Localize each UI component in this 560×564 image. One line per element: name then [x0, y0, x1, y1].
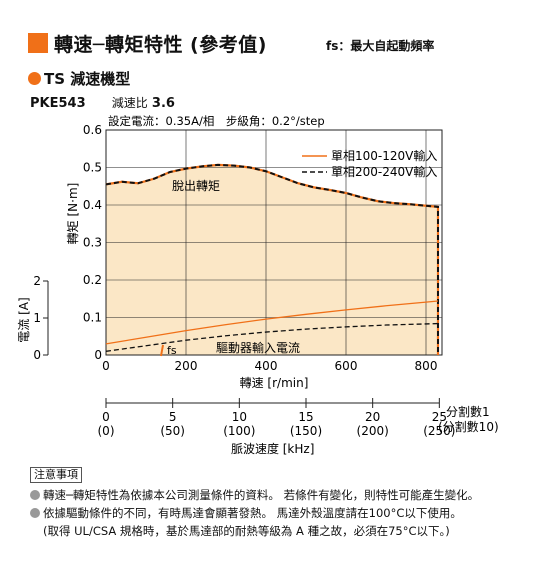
- x-tick-label: 800: [415, 359, 438, 373]
- torque-axis-label: 轉矩 [N·m]: [66, 183, 80, 245]
- pulse-tick-label: 25: [432, 410, 447, 424]
- pulse-tick-label: 10: [232, 410, 247, 424]
- torque-tick-label: 0: [94, 348, 102, 362]
- torque-tick-label: 0.2: [83, 273, 102, 287]
- current-curve-100v: [105, 300, 439, 345]
- torque-tick-label: 0.4: [83, 198, 102, 212]
- pulse-tick-label-div10: (100): [223, 424, 255, 438]
- title-marker-icon: [28, 33, 48, 53]
- bullet-icon: [30, 508, 40, 518]
- torque-tick-label: 0.3: [83, 236, 102, 250]
- torque-tick-label: 0.6: [83, 123, 102, 137]
- orange-dot-icon: [28, 72, 41, 85]
- pulse-speed-axis: 0(0) 5(50) 10(100) 15(150) 20(200) 25(250) 分割數…: [98, 398, 499, 456]
- bullet-icon: [30, 490, 40, 500]
- current-tick-label: 0: [33, 348, 41, 362]
- torque-curve-200v: [105, 163, 439, 355]
- pulse-tick-label-div10: (50): [160, 424, 185, 438]
- note-line-2: 依據驅動條件的不同，有時馬達會顯著發熱。 馬達外殼溫度請在100°C以下使用。: [30, 505, 462, 521]
- current-tick-label: 2: [33, 274, 41, 288]
- legend-label-200v: 單相200-240V輸入: [331, 164, 437, 179]
- fs-marker: [160, 344, 164, 357]
- current-tick-label: 1: [33, 311, 41, 325]
- model-heading: TS 減速機型: [28, 68, 130, 89]
- pulse-tick-label: 5: [169, 410, 177, 424]
- x-tick-label: 600: [335, 359, 358, 373]
- axes: 0 200 400 600 800 轉速 [r/min] 0 0.1 0.2 0.3 0.4 0.5 0…: [17, 123, 437, 390]
- page-subtitle: fs：最大自起動頻率: [326, 39, 435, 53]
- speed-torque-chart: 設定電流：0.35A/相 步級角：0.2°/step fs 脫出轉矩驅動器輸入電流…: [17, 114, 499, 456]
- x-axis-label: 轉速 [r/min]: [240, 376, 309, 390]
- current-axis-label: 電流 [A]: [17, 297, 31, 342]
- pulse-tick-label: 0: [102, 410, 110, 424]
- ratio-value: 3.6: [151, 96, 175, 111]
- pulse-tick-label-div10: (0): [98, 424, 115, 438]
- driver-current-label: 驅動器輸入電流: [216, 340, 300, 355]
- current-curve-200v: [105, 322, 439, 352]
- note-text-1: 轉速─轉矩特性為依據本公司測量條件的資料。 若條件有變化，則特性可能產生變化。: [43, 488, 480, 502]
- model-label: TS 減速機型: [44, 70, 131, 88]
- settings-text: 設定電流：0.35A/相 步級角：0.2°/step: [108, 114, 325, 128]
- pulse-tick-label-div10: (250): [423, 424, 455, 438]
- note-line-3: (取得 UL/CSA 規格時，基於馬達部的耐熱等級為 A 種之故，必須在75°C…: [43, 524, 450, 538]
- notes-header: 注意事項: [30, 467, 82, 483]
- operating-area: [106, 164, 438, 355]
- fs-label: fs: [167, 344, 177, 357]
- torque-tick-label: 0.5: [83, 161, 102, 175]
- product-name: PKE543: [30, 96, 86, 111]
- torque-tick-label: 0.1: [83, 311, 102, 325]
- pulse-tick-label: 20: [365, 410, 380, 424]
- pulse-tick-label-div10: (150): [290, 424, 322, 438]
- legend-label-100v: 單相100-120V輸入: [331, 148, 437, 163]
- plot-frame: [105, 129, 443, 356]
- page-title: 轉速─轉矩特性 (參考值): [54, 34, 267, 56]
- pulse-axis-label: 脈波速度 [kHz]: [231, 441, 314, 456]
- product-row: PKE543 減速比 3.6: [30, 94, 175, 111]
- x-tick-label: 400: [255, 359, 278, 373]
- pullout-torque-label: 脫出轉矩: [172, 178, 220, 193]
- note-text-2: 依據驅動條件的不同，有時馬達會顯著發熱。 馬達外殼溫度請在100°C以下使用。: [43, 506, 462, 520]
- pulse-tick-label: 15: [298, 410, 313, 424]
- ratio-label: 減速比: [111, 96, 148, 110]
- x-tick-label: 200: [175, 359, 198, 373]
- note-line-1: 轉速─轉矩特性為依據本公司測量條件的資料。 若條件有變化，則特性可能產生變化。: [30, 487, 479, 503]
- x-tick-label: 0: [102, 359, 110, 373]
- division-1-label: 分割數1: [446, 404, 490, 419]
- pulse-tick-label-div10: (200): [357, 424, 389, 438]
- division-10-label: (分割數10): [438, 419, 499, 434]
